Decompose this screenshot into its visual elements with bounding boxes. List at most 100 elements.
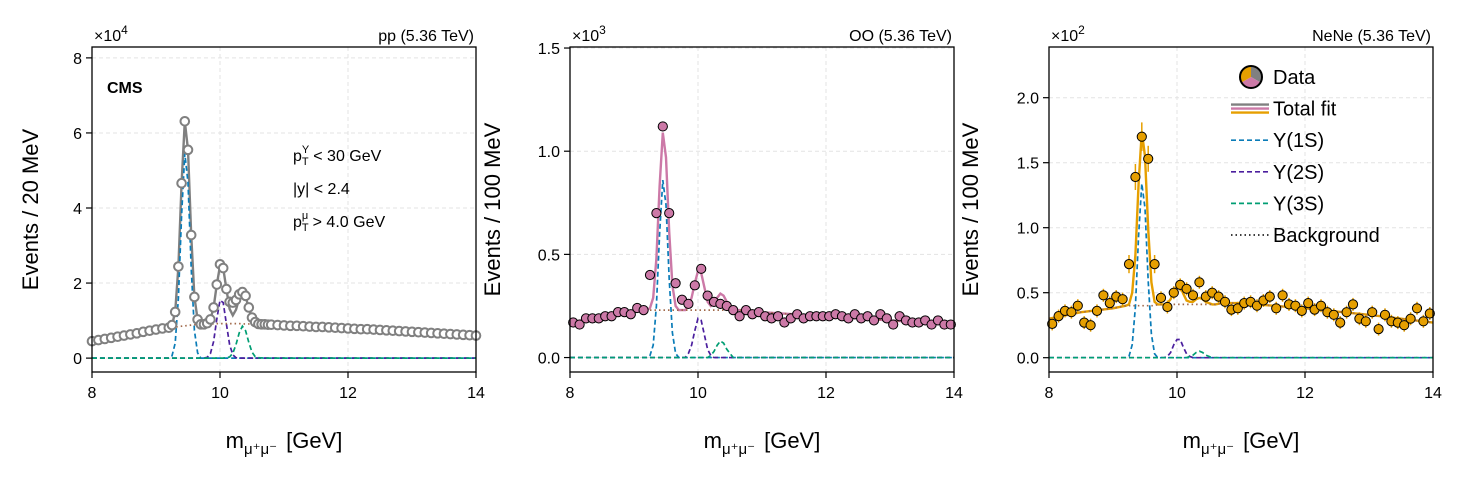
legend-label: Υ(2S) (1273, 162, 1324, 184)
data-point (1367, 307, 1378, 318)
data-point (179, 116, 191, 127)
axes-frame (1048, 46, 1434, 373)
offset-label: ×103 (572, 23, 606, 45)
data-point (1047, 318, 1058, 329)
x-label-sub: μ⁺μ⁻ (244, 441, 277, 458)
x-tick-label: 14 (467, 385, 485, 402)
annotation-base: p (293, 214, 302, 231)
y-tick-label: 6 (73, 126, 82, 143)
data-point (1303, 298, 1314, 309)
data-point (208, 302, 219, 313)
data-point (1277, 290, 1288, 301)
y-tick-label: 0.5 (538, 247, 560, 264)
data-point (173, 261, 184, 272)
panel-title: pp (5.36 TeV) (378, 28, 474, 45)
data-point (1360, 316, 1371, 327)
x-tick-label: 12 (1296, 385, 1314, 402)
y-tick-label: 0.0 (1017, 351, 1039, 368)
x-label-unit: [GeV] (1243, 428, 1299, 453)
y-tick-label: 1.5 (538, 41, 560, 58)
x-axis-label: mμ⁺μ⁻ [GeV] (704, 428, 821, 458)
data-point (166, 319, 178, 331)
fit-curve (570, 179, 954, 359)
y-tick-label: 1.5 (1017, 156, 1039, 173)
data-point (625, 309, 636, 320)
data-point (1155, 292, 1167, 303)
cut-annotation: pΥ T < 30 GeV (293, 144, 382, 168)
data-point (1187, 290, 1199, 301)
data-point (1219, 296, 1231, 307)
y-axis-label: Events / 20 MeV (18, 128, 43, 290)
annotation-sub: T (302, 222, 309, 234)
data-point (182, 144, 194, 156)
data-point (1296, 305, 1307, 316)
fit-curve (570, 339, 954, 359)
annotation-text: < 30 GeV (313, 148, 381, 165)
data-point (1271, 303, 1282, 314)
cut-annotation: pμ T > 4.0 GeV (293, 210, 385, 234)
data-point (240, 290, 251, 302)
y-tick-label: 0 (73, 351, 82, 368)
x-tick-label: 12 (339, 385, 357, 402)
legend-label: Data (1273, 67, 1316, 89)
data-point (243, 302, 255, 313)
panel-title: OO (5.36 TeV) (849, 28, 952, 45)
data-point (1347, 299, 1359, 310)
fit-curve (91, 121, 477, 343)
x-label-base: m (226, 428, 244, 453)
data-point (638, 304, 649, 316)
data-point (205, 314, 216, 325)
annotation-sub: T (302, 156, 309, 168)
legend-label: Υ(3S) (1273, 193, 1324, 215)
x-label-sub: μ⁺μ⁻ (722, 441, 755, 458)
x-tick-label: 8 (566, 385, 575, 402)
y-tick-label: 1.0 (1017, 221, 1039, 238)
data-point (1399, 320, 1410, 331)
data-point (881, 313, 892, 324)
data-point (1181, 283, 1192, 294)
data-point (185, 229, 197, 241)
y-tick-label: 1.0 (538, 144, 560, 161)
data-point (689, 280, 700, 291)
data-point (888, 319, 899, 330)
data-point (670, 278, 681, 289)
annotation-text: > 4.0 GeV (313, 214, 386, 231)
offset-base: ×10 (1051, 28, 1078, 45)
x-tick-label: 10 (1168, 385, 1186, 402)
data-point (169, 306, 181, 318)
experiment-label: CMS (107, 80, 143, 97)
data-point (1373, 324, 1384, 335)
data-point (189, 291, 200, 303)
offset-label: ×102 (1051, 23, 1085, 45)
x-tick-label: 14 (945, 385, 963, 402)
data-point (696, 263, 707, 274)
y-axis-label: Events / 100 MeV (480, 122, 505, 296)
data-point (221, 283, 232, 295)
legend-data-ring (1239, 65, 1263, 89)
x-axis-label: mμ⁺μ⁻ [GeV] (226, 428, 343, 458)
data-point (734, 311, 745, 322)
offset-label: ×104 (94, 23, 128, 45)
data-point (1335, 317, 1346, 328)
fit-curve (92, 298, 476, 359)
data-point (1168, 287, 1179, 298)
x-tick-label: 14 (1424, 385, 1442, 402)
data-point (1315, 300, 1327, 311)
data-point (211, 279, 223, 290)
x-tick-label: 10 (211, 385, 229, 402)
fit-curve (1049, 338, 1433, 359)
data-point (702, 290, 713, 301)
y-tick-label: 2.0 (1017, 91, 1039, 108)
data-point (868, 315, 880, 326)
data-point (728, 304, 739, 316)
data-point (1066, 307, 1077, 318)
offset-base: ×10 (572, 28, 599, 45)
legend-label: Total fit (1273, 99, 1337, 121)
offset-exp: 4 (121, 23, 128, 37)
annotation-sup: Υ (302, 144, 310, 156)
data-point (176, 177, 187, 189)
legend-label: Υ(1S) (1273, 130, 1324, 152)
data-point (1085, 320, 1096, 331)
x-tick-label: 8 (1045, 385, 1054, 402)
